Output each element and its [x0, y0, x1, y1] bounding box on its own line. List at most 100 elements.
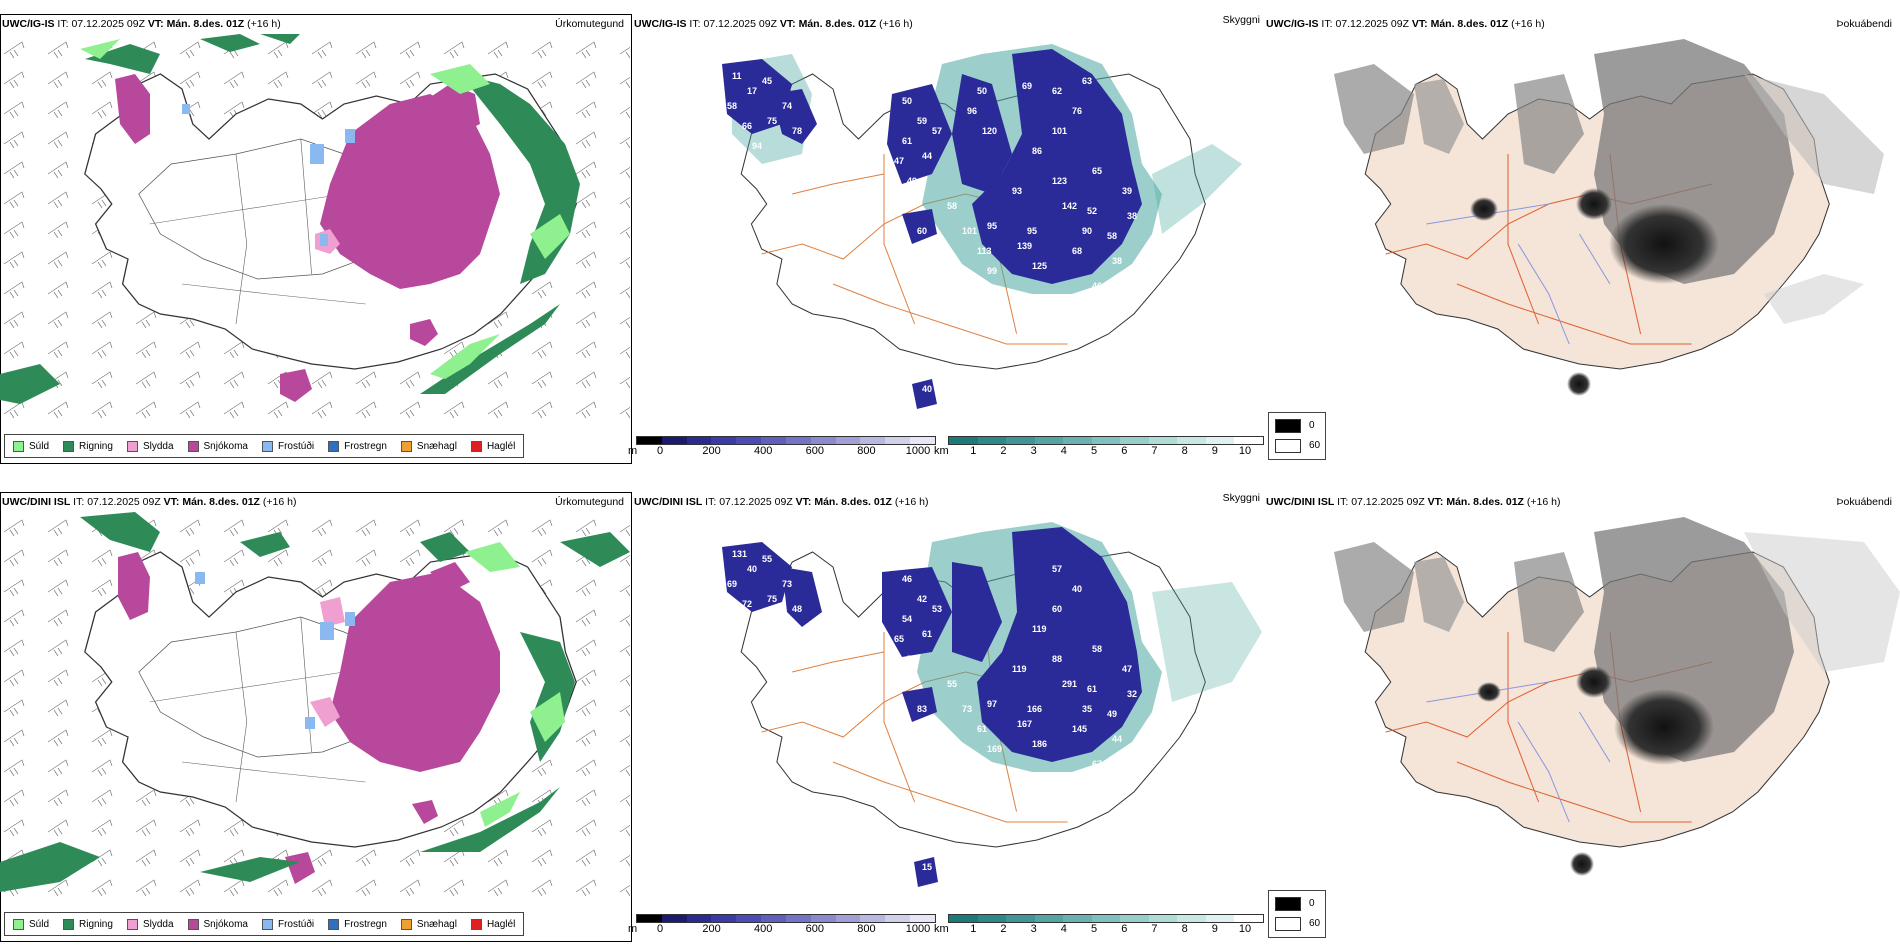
colorbar-segment [785, 915, 811, 922]
legend-swatch [187, 918, 199, 930]
legend-item: Slydda [126, 918, 174, 930]
vis-value-label: 57 [1052, 564, 1062, 574]
vis-value-label: 145 [1072, 724, 1087, 734]
vis-value-label: 58 [1092, 644, 1102, 654]
vis-value-label: 126 [1042, 296, 1057, 306]
lead-time: (+16 h) [1526, 496, 1561, 508]
panel-header: UWC/DINI ISL IT: 07.12.2025 09Z VT: Mán.… [1266, 496, 1900, 512]
colorbar-segment [910, 437, 935, 444]
model-name: UWC/IG-IS [634, 18, 687, 30]
colorbar-tick-label: 200 [702, 445, 721, 457]
colorbar-tick-label: 4 [1060, 923, 1067, 935]
model-row-igis: UWC/IG-IS IT: 07.12.2025 09Z VT: Mán. 8.… [0, 0, 1900, 472]
vis-value-label: 45 [762, 76, 772, 86]
panel-header: UWC/IG-IS IT: 07.12.2025 09Z VT: Mán. 8.… [2, 18, 632, 34]
lead-time: (+16 h) [262, 496, 297, 508]
panel-header: UWC/DINI ISL IT: 07.12.2025 09Z VT: Mán.… [634, 492, 1264, 512]
vis-value-label: 65 [1092, 166, 1102, 176]
it-value: 07.12.2025 09Z [1351, 496, 1425, 508]
vis-value-label: 69 [1022, 81, 1032, 91]
vt-label: VT: [147, 18, 164, 30]
legend-swatch [63, 918, 75, 930]
colorbar-segment [1034, 437, 1064, 444]
colorbar-tick-label: 3 [1030, 445, 1037, 457]
colorbar-segment [885, 915, 911, 922]
vis-value-label: 123 [1052, 176, 1067, 186]
colorbar-segment [711, 437, 737, 444]
panel-header: UWC/IG-IS IT: 07.12.2025 09Z VT: Mán. 8.… [1266, 18, 1900, 34]
vis-value-label: 56 [1007, 331, 1017, 341]
vis-value-label: 99 [987, 266, 997, 276]
drizzle-areas [80, 39, 570, 379]
vis-value-label: 44 [1112, 734, 1122, 744]
fog-swatch [1275, 419, 1301, 433]
fog-map [1334, 517, 1900, 876]
it-value: 07.12.2025 09Z [87, 496, 161, 508]
vis-value-label: 75 [767, 116, 777, 126]
lead-time: (+16 h) [879, 18, 913, 30]
vis-value-label: 61 [922, 629, 932, 639]
colorbar-tick-label: 2 [1000, 445, 1007, 457]
fog-dark-areas [1470, 188, 1719, 396]
it-label: IT: [57, 18, 69, 30]
vis-value-label: 186 [1032, 739, 1047, 749]
model-name: UWC/IG-IS [1266, 18, 1319, 30]
vis-value-label: 95 [1027, 226, 1037, 236]
colorbar-segment [1234, 915, 1264, 922]
legend-label: Frostúði [277, 440, 315, 452]
colorbar-ticks: 0 200 400 600 800 1000 [636, 445, 936, 459]
legend-swatch [126, 918, 138, 930]
legend-swatch [328, 918, 340, 930]
colorbar-unit: km [934, 923, 949, 935]
vis-value-label: 142 [1062, 201, 1077, 211]
colorbar-segment [835, 437, 861, 444]
it-label: IT: [1321, 18, 1333, 30]
vis-value-label: 119 [1012, 664, 1027, 674]
colorbar-segment [637, 915, 662, 922]
precip-map [0, 512, 630, 908]
colorbar-segment [736, 915, 762, 922]
colorbar-ticks: 1 2 3 4 5 6 7 8 9 10 [948, 923, 1264, 937]
vis-value-label: 46 [902, 574, 912, 584]
vis-value-labels: 11 17 45 58 66 75 74 78 94 50 59 61 47 44 49 57 60 58 169 1… [727, 71, 1137, 394]
freezing-drizzle-areas [195, 572, 355, 729]
vis-value-label: 50 [902, 96, 912, 106]
colorbar-segment [785, 437, 811, 444]
vis-value-label: 40 [922, 384, 932, 394]
legend-swatch [63, 440, 75, 452]
panel-title: Þokuábendi [1836, 496, 1892, 508]
colorbar-segment [1006, 915, 1035, 922]
legend-label: Haglél [486, 918, 516, 930]
fog-swatch [1275, 439, 1301, 453]
colorbar-tick-label: 8 [1181, 923, 1188, 935]
colorbar-segment [736, 437, 762, 444]
vis-value-label: 69 [1022, 311, 1032, 321]
colorbar-segment [1120, 437, 1149, 444]
model-name: UWC/DINI ISL [2, 496, 71, 508]
legend-item: Frostregn [328, 440, 387, 452]
vt-value: Mán. 8.des. 01Z [814, 496, 892, 508]
colorbar-unit: m [628, 445, 638, 457]
colorbar-tick-label: 3 [1030, 923, 1037, 935]
vis-value-label: 120 [982, 126, 997, 136]
vis-value-label: 86 [1032, 146, 1042, 156]
legend-label: Rigning [79, 918, 113, 930]
fog-legend-label: 0 [1309, 898, 1315, 909]
colorbar-tick-label: 10 [1238, 923, 1252, 935]
legend-item: Frostregn [328, 918, 387, 930]
legend-swatch [470, 918, 482, 930]
legend-item: Rigning [63, 440, 113, 452]
rivers [149, 138, 366, 325]
colorbar-segment [810, 437, 836, 444]
vis-value-label: 68 [1042, 774, 1052, 784]
legend-swatch [13, 440, 24, 452]
fog-panel: UWC/IG-IS IT: 07.12.2025 09Z VT: Mán. 8.… [1264, 0, 1900, 472]
vis-value-label: 96 [967, 106, 977, 116]
vis-value-label: 61 [977, 724, 987, 734]
legend-swatch [328, 440, 340, 452]
panel-title: Skyggni [1222, 14, 1260, 26]
panel-header: UWC/DINI ISL IT: 07.12.2025 09Z VT: Mán.… [2, 496, 632, 512]
vis-value-label: 90 [1082, 226, 1092, 236]
vis-value-label: 167 [1017, 719, 1032, 729]
